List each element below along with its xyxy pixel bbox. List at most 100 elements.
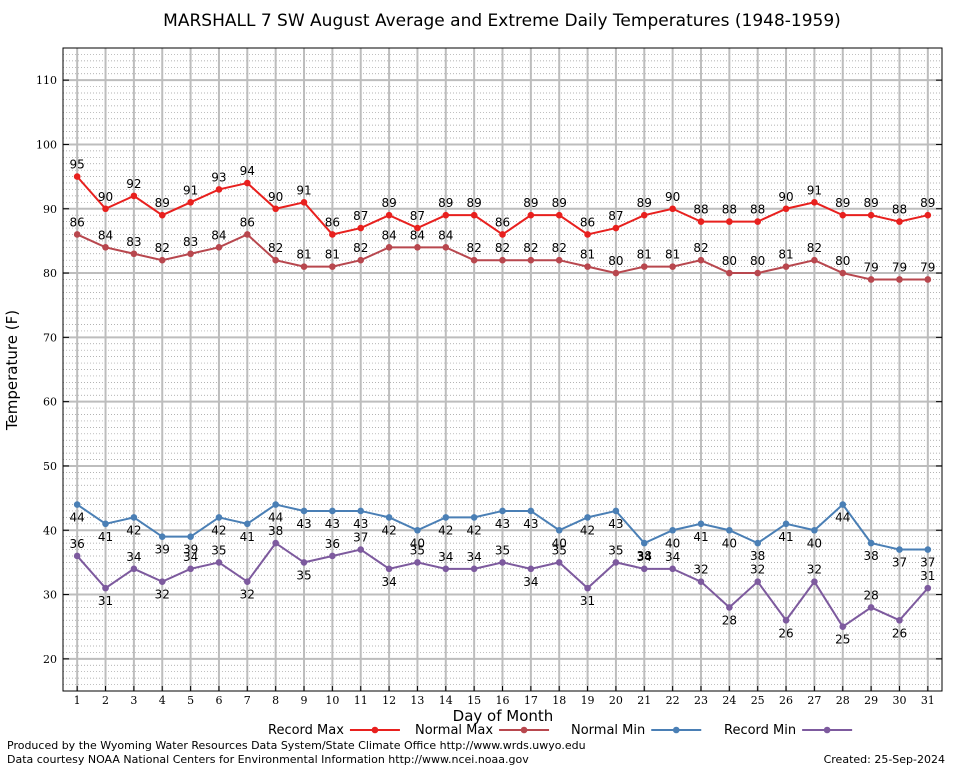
x-tick-label: 8	[272, 694, 279, 707]
y-tick-label: 30	[43, 589, 57, 602]
data-label-record-max: 89	[155, 196, 170, 210]
data-point-record-max	[385, 211, 393, 219]
data-point-normal-max	[726, 269, 733, 277]
data-label-record-max: 88	[750, 203, 765, 217]
data-point-record-min	[669, 565, 676, 573]
data-point-normal-max	[612, 269, 620, 277]
data-label-record-min: 36	[70, 537, 85, 551]
x-tick-label: 4	[159, 694, 166, 707]
legend-swatch-marker	[520, 726, 528, 734]
data-point-record-max	[300, 199, 308, 206]
data-point-record-min	[470, 565, 478, 573]
data-point-record-max	[924, 211, 932, 219]
data-label-record-min: 32	[240, 588, 255, 602]
data-label-record-min: 38	[268, 524, 283, 538]
data-label-normal-max: 80	[608, 254, 623, 268]
legend-item-record-min: Record Min	[724, 723, 853, 738]
legend-swatch-marker	[672, 726, 680, 734]
data-label-normal-min: 43	[608, 517, 623, 531]
data-label-normal-max: 86	[240, 215, 255, 229]
data-label-normal-max: 82	[693, 241, 708, 255]
data-label-record-min: 31	[580, 594, 595, 608]
data-label-record-max: 90	[665, 190, 680, 204]
data-point-record-max	[357, 224, 365, 232]
data-label-normal-min: 40	[410, 536, 425, 550]
data-point-record-max	[442, 211, 450, 219]
data-point-normal-max	[782, 263, 790, 270]
data-label-normal-min: 40	[722, 536, 737, 550]
data-label-normal-max: 81	[325, 248, 340, 262]
data-point-normal-min	[612, 507, 620, 515]
legend-item-normal-max: Normal Max	[415, 723, 550, 738]
x-tick-label: 3	[130, 694, 137, 707]
data-label-record-min: 26	[892, 626, 907, 640]
x-tick-label: 29	[864, 694, 878, 707]
data-label-record-min: 32	[155, 588, 170, 602]
data-point-record-max	[158, 211, 166, 219]
series-record-min	[73, 539, 932, 630]
data-point-normal-max	[584, 263, 591, 270]
x-tick-label: 15	[467, 694, 481, 707]
x-axis-title: Day of Month	[453, 707, 554, 725]
y-tick-label: 20	[43, 653, 57, 666]
x-tick-label: 27	[807, 694, 821, 707]
data-point-normal-max	[73, 231, 81, 238]
data-point-record-min	[896, 616, 903, 624]
data-point-record-max	[187, 199, 194, 206]
data-point-record-max	[584, 231, 591, 238]
data-point-normal-min	[102, 520, 109, 528]
data-point-normal-max	[215, 244, 223, 251]
data-point-normal-min	[584, 514, 591, 521]
data-point-normal-min	[867, 539, 875, 547]
legend-swatch-marker	[371, 726, 379, 734]
legend: Record Max Normal Max Normal Min Record Min	[268, 723, 853, 738]
data-label-normal-min: 38	[637, 549, 652, 563]
x-tick-label: 31	[921, 694, 935, 707]
data-label-record-max: 88	[722, 203, 737, 217]
data-point-record-min	[499, 559, 506, 566]
data-label-record-min: 35	[552, 543, 567, 557]
data-label-normal-max: 82	[268, 241, 283, 255]
data-point-record-max	[669, 205, 676, 213]
data-point-normal-max	[867, 276, 875, 283]
data-point-record-max	[102, 205, 109, 213]
data-point-record-min	[811, 578, 818, 585]
data-label-normal-min: 38	[863, 549, 878, 563]
data-label-normal-max: 81	[778, 248, 793, 262]
data-label-normal-max: 84	[211, 228, 226, 242]
data-point-normal-min	[329, 507, 336, 515]
data-label-normal-min: 38	[750, 549, 765, 563]
x-tick-label: 9	[301, 694, 308, 707]
data-label-normal-max: 84	[438, 228, 453, 242]
data-label-record-min: 32	[693, 563, 708, 577]
data-label-normal-max: 82	[807, 241, 822, 255]
data-label-normal-min: 41	[98, 530, 113, 544]
data-label-normal-min: 41	[240, 530, 255, 544]
data-label-record-min: 28	[863, 588, 878, 602]
x-tick-label: 17	[524, 694, 538, 707]
data-label-normal-min: 44	[268, 511, 283, 525]
data-point-record-max	[726, 218, 733, 225]
data-label-record-max: 89	[438, 196, 453, 210]
data-label-normal-max: 79	[920, 260, 935, 274]
legend-swatch-marker	[823, 726, 831, 734]
data-label-normal-min: 43	[325, 517, 340, 531]
data-label-normal-min: 42	[438, 523, 453, 537]
data-label-normal-max: 79	[892, 260, 907, 274]
data-point-normal-min	[896, 546, 903, 553]
created-date: Created: 25-Sep-2024	[824, 753, 945, 766]
data-label-record-min: 37	[353, 531, 368, 545]
data-label-record-max: 93	[211, 170, 226, 184]
data-label-normal-max: 84	[381, 228, 396, 242]
data-point-record-min	[924, 584, 932, 592]
data-point-record-min	[839, 623, 847, 630]
data-point-normal-max	[357, 256, 365, 264]
data-label-normal-max: 82	[495, 241, 510, 255]
data-point-normal-max	[924, 276, 932, 283]
data-point-normal-min	[187, 533, 194, 540]
data-point-record-min	[158, 578, 166, 585]
data-label-record-max: 91	[296, 183, 311, 197]
data-point-normal-max	[499, 256, 506, 264]
